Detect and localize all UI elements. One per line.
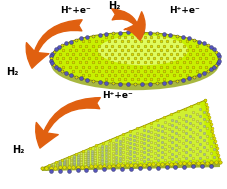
Text: H₂: H₂: [107, 1, 120, 11]
Ellipse shape: [98, 35, 187, 65]
Ellipse shape: [51, 38, 218, 90]
Text: H⁺+e⁻: H⁺+e⁻: [60, 6, 91, 15]
Ellipse shape: [51, 32, 218, 84]
Text: H⁺+e⁻: H⁺+e⁻: [169, 6, 200, 15]
Text: H⁺+e⁻: H⁺+e⁻: [102, 91, 133, 100]
Polygon shape: [42, 162, 219, 171]
Text: H₂: H₂: [6, 67, 18, 77]
Polygon shape: [50, 103, 211, 165]
Polygon shape: [42, 100, 219, 168]
Text: H₂: H₂: [12, 145, 24, 155]
